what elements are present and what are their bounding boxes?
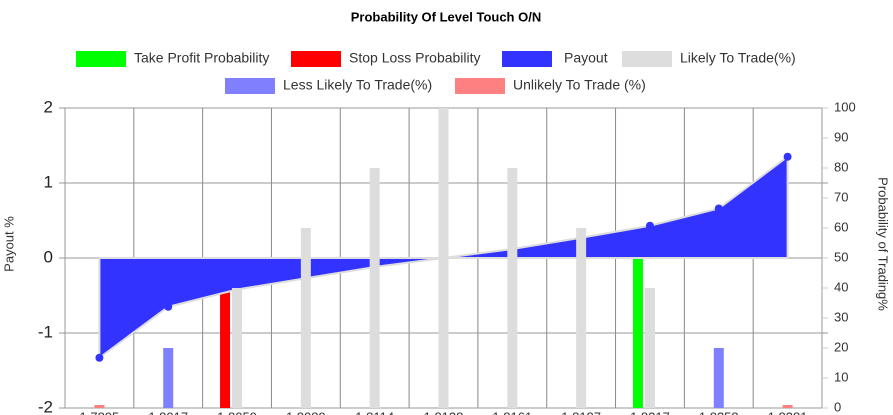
x-tick-label: 1.8381 [768, 409, 808, 415]
payout-point [783, 152, 792, 161]
bar [576, 228, 587, 408]
y2-tick-label: 30 [834, 309, 848, 324]
x-tick-label: 1.8258 [699, 409, 739, 415]
bar [713, 348, 724, 408]
y2-tick-label: 0 [834, 399, 841, 414]
payout-point [645, 221, 654, 230]
y-tick-label: -1 [38, 322, 53, 341]
bar [220, 258, 231, 408]
payout-area [98, 154, 789, 360]
legend-label[interactable]: Likely To Trade(%) [680, 50, 796, 66]
x-tick-label: 1.8017 [148, 409, 188, 415]
x-tick-label: 1.8114 [355, 409, 394, 415]
y-axis-title: Payout % [1, 216, 16, 272]
bar [438, 108, 449, 408]
y2-tick-label: 40 [834, 279, 848, 294]
legend-swatch[interactable] [622, 51, 672, 67]
bar [232, 288, 243, 408]
payout-point [95, 353, 104, 362]
x-tick-label: 1.8217 [630, 409, 670, 415]
legend-swatch[interactable] [502, 51, 552, 67]
bar [644, 288, 655, 408]
x-tick-label: 1.8138 [424, 409, 464, 415]
y2-tick-label: 50 [834, 249, 848, 264]
y2-axis-title: Probability of Trading% [876, 177, 891, 311]
legend-label[interactable]: Less Likely To Trade(%) [283, 77, 432, 93]
bar [94, 405, 105, 408]
x-tick-label: 1.8059 [217, 409, 257, 415]
legend-label[interactable]: Stop Loss Probability [349, 50, 481, 66]
x-tick-label: 1.8089 [286, 409, 326, 415]
y2-tick-label: 80 [834, 159, 848, 174]
bar [507, 168, 518, 408]
bar [300, 228, 311, 408]
bar [163, 348, 174, 408]
x-tick-label: 1.8161 [492, 409, 532, 415]
y2-tick-label: 10 [834, 369, 848, 384]
payout-point [164, 302, 173, 311]
bar [632, 258, 643, 408]
x-tick-label: 1.8187 [561, 409, 601, 415]
chart-title: Probability Of Level Touch O/N [351, 9, 541, 24]
y2-tick-label: 70 [834, 189, 848, 204]
payout-point [714, 204, 723, 213]
y2-tick-label: 60 [834, 219, 848, 234]
y-tick-label: 0 [44, 247, 53, 266]
y-tick-label: -2 [38, 397, 53, 415]
legend-label[interactable]: Unlikely To Trade (%) [513, 77, 646, 93]
bar [782, 405, 793, 408]
y2-tick-label: 20 [834, 339, 848, 354]
legend-swatch[interactable] [76, 51, 126, 67]
y-tick-label: 2 [44, 97, 53, 116]
legend-swatch[interactable] [225, 78, 275, 94]
y-tick-label: 1 [44, 172, 53, 191]
legend-swatch[interactable] [455, 78, 505, 94]
y2-tick-label: 100 [834, 99, 856, 114]
legend-swatch[interactable] [291, 51, 341, 67]
legend-label[interactable]: Take Profit Probability [134, 50, 269, 66]
x-tick-label: 1.7895 [80, 409, 120, 415]
y2-tick-label: 90 [834, 129, 848, 144]
legend-label[interactable]: Payout [564, 50, 608, 66]
bar [369, 168, 380, 408]
